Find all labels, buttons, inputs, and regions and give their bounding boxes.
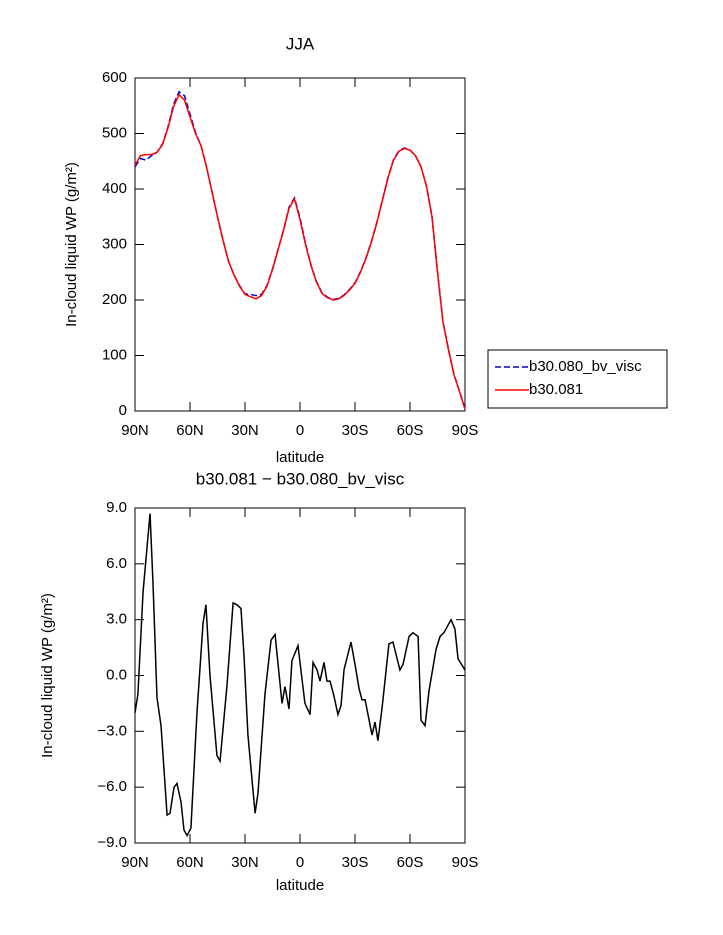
- x-tick-label: 90N: [121, 854, 149, 871]
- y-axis-label: In-cloud liquid WP (g/m²): [39, 593, 56, 758]
- y-tick-label: 0.0: [106, 666, 127, 683]
- x-tick-label: 60S: [397, 422, 424, 439]
- plot-frame: [134, 507, 466, 844]
- x-tick-label: 30N: [231, 422, 259, 439]
- x-tick-label: 0: [296, 422, 304, 439]
- y-tick-label: 6.0: [106, 555, 127, 572]
- data-line: [134, 93, 466, 410]
- x-axis-label: latitude: [276, 449, 324, 466]
- x-tick-label: 90S: [452, 422, 479, 439]
- y-tick-label: −9.0: [97, 834, 127, 851]
- y-tick-label: 0: [119, 402, 127, 419]
- legend-label: b30.080_bv_visc: [529, 358, 642, 375]
- y-tick-label: 3.0: [106, 611, 127, 628]
- x-tick-label: 90S: [452, 854, 479, 871]
- y-tick-label: 400: [102, 180, 127, 197]
- x-tick-label: 60S: [397, 854, 424, 871]
- x-tick-label: 90N: [121, 422, 149, 439]
- y-axis-label: In-cloud liquid WP (g/m²): [63, 162, 80, 327]
- data-line: [134, 90, 466, 410]
- legend-label: b30.081: [529, 381, 583, 398]
- chart-title: b30.081 − b30.080_bv_visc: [196, 469, 405, 488]
- legend-box: [487, 349, 668, 409]
- y-tick-label: −6.0: [97, 778, 127, 795]
- x-tick-label: 60N: [176, 422, 204, 439]
- y-tick-label: 9.0: [106, 499, 127, 516]
- x-tick-label: 0: [296, 854, 304, 871]
- y-tick-label: 200: [102, 291, 127, 308]
- y-tick-label: 600: [102, 69, 127, 86]
- y-tick-label: 500: [102, 124, 127, 141]
- data-line: [134, 513, 466, 838]
- y-tick-label: −3.0: [97, 722, 127, 739]
- x-tick-label: 30S: [342, 422, 369, 439]
- y-tick-label: 300: [102, 235, 127, 252]
- chart-title: JJA: [286, 34, 315, 53]
- plot-frame: [134, 77, 466, 412]
- x-tick-label: 30N: [231, 854, 259, 871]
- x-tick-label: 30S: [342, 854, 369, 871]
- y-tick-label: 100: [102, 346, 127, 363]
- x-axis-label: latitude: [276, 877, 324, 894]
- x-tick-label: 60N: [176, 854, 204, 871]
